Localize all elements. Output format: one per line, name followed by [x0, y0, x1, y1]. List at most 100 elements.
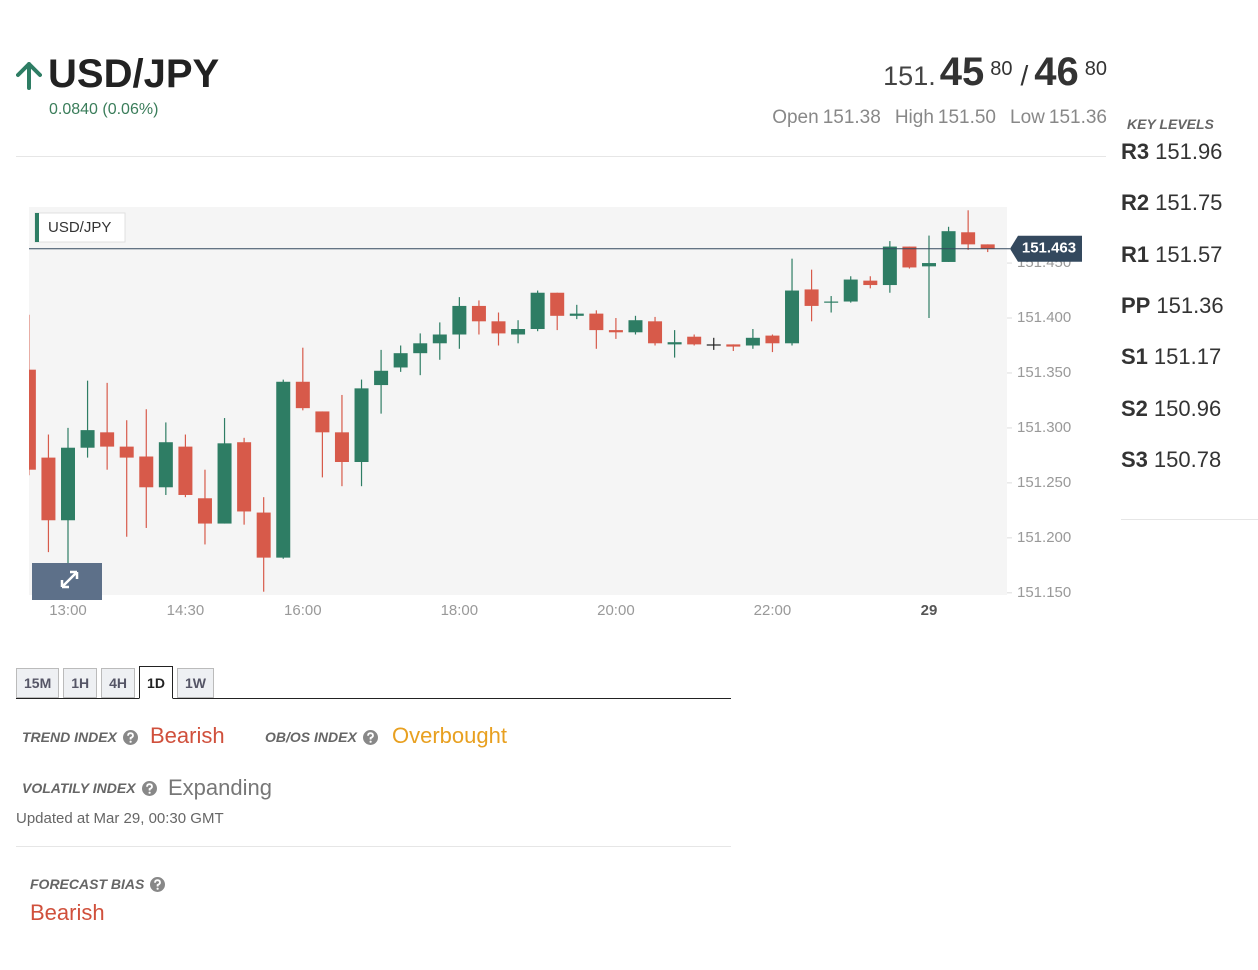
obos-label: OB/OS INDEX: [265, 729, 357, 745]
symbol: USD/JPY: [48, 52, 220, 96]
candle-body: [765, 335, 780, 344]
candle-body: [863, 280, 878, 286]
candle-body: [667, 342, 682, 345]
candle-body: [61, 447, 75, 521]
x-tick-label: 29: [921, 602, 938, 619]
y-tick-label: 151.350: [1017, 364, 1071, 381]
key-level-label: R2: [1121, 190, 1150, 216]
candle-body: [41, 457, 56, 521]
key-level-label: S3: [1121, 446, 1148, 472]
ohlc-item: Low 151.36: [1010, 107, 1107, 129]
ohlc-item: High 151.50: [895, 107, 996, 129]
key-level: PP 151.36: [1121, 293, 1224, 319]
candle-body: [217, 443, 232, 524]
key-level: R2 151.75: [1121, 190, 1222, 216]
x-tick-label: 14:30: [167, 602, 205, 619]
candle-body: [922, 263, 936, 267]
help-icon[interactable]: [362, 729, 378, 745]
chart-legend: USD/JPY: [34, 212, 126, 243]
help-icon[interactable]: [141, 780, 157, 796]
chart: 151.150 151.200 151.250 151.300 151.350 151.4…: [29, 207, 1082, 619]
candle-body: [158, 442, 173, 488]
ohlc-value: 151.38: [822, 107, 881, 128]
candle-body: [276, 381, 291, 558]
ohlc-label: Low: [1010, 107, 1045, 128]
candle-body: [804, 289, 819, 306]
key-level-label: S2: [1121, 395, 1148, 421]
key-level: S2 150.96: [1121, 396, 1221, 422]
x-tick-label: 22:00: [754, 602, 792, 619]
candle-body: [569, 313, 584, 316]
candle-body: [902, 246, 917, 268]
candle-body: [706, 344, 721, 346]
bid-fraction: 80: [990, 58, 1013, 80]
candle-body: [29, 369, 36, 470]
forecast-value: Bearish: [30, 900, 105, 925]
ohlc-value: 151.50: [937, 107, 997, 128]
x-tick-label: 16:00: [284, 602, 322, 619]
candle-body: [961, 232, 976, 245]
x-tick-label: 20:00: [597, 602, 635, 619]
key-level-value: 151.36: [1156, 292, 1224, 318]
key-level-value: 150.78: [1153, 446, 1222, 472]
ask-fraction: 80: [1084, 58, 1107, 80]
index-label: OB/OS INDEX: [265, 729, 378, 745]
ohlc-label: Open: [772, 107, 819, 128]
forecast-label-wrap: FORECAST BIAS: [30, 876, 166, 892]
updated: Updated at Mar 29, 00:30 GMT: [16, 810, 224, 827]
candle-body: [785, 290, 800, 344]
candle-body: [256, 512, 271, 558]
key-level-label: PP: [1121, 292, 1151, 318]
price-tag: [1010, 235, 1082, 262]
candle-body: [882, 246, 897, 286]
candle-body: [511, 329, 526, 335]
candle-body: [824, 301, 839, 303]
obos-value: Overbought: [392, 723, 507, 748]
y-tick-label: 151.400: [1017, 309, 1071, 326]
divider: [1121, 519, 1258, 520]
candle-body: [550, 292, 565, 316]
candle-body: [530, 292, 545, 330]
candle-body: [491, 321, 506, 334]
key-level-value: 150.96: [1153, 395, 1222, 421]
quote: 151. 45 80 / 46 80: [883, 50, 1107, 95]
key-level-value: 151.57: [1155, 241, 1223, 267]
candle-body: [315, 411, 330, 433]
candle-body: [374, 370, 389, 386]
bid-big: 151.: [883, 61, 936, 91]
index-label: TREND INDEX: [22, 729, 138, 745]
timeframe-tab[interactable]: 1H: [63, 668, 98, 698]
ohlc-label: High: [894, 107, 934, 128]
candle-body: [178, 446, 193, 495]
candle-body: [197, 498, 212, 524]
timeframe-tab[interactable]: 15M: [16, 668, 60, 698]
candle-body: [980, 244, 995, 249]
candle-body: [237, 442, 252, 512]
divider: [16, 156, 1106, 157]
help-icon[interactable]: [150, 876, 166, 892]
candle-body: [295, 381, 310, 409]
plot-area: [29, 207, 1007, 595]
key-level: R1 151.57: [1121, 242, 1222, 268]
timeframe-tab[interactable]: 1D: [139, 666, 173, 699]
timeframe-tab[interactable]: 1W: [176, 668, 214, 698]
key-levels-title: KEY LEVELS: [1127, 116, 1214, 132]
separator: /: [1020, 60, 1029, 91]
candle-body: [119, 446, 134, 458]
bid-pips: 45: [939, 50, 985, 94]
expand-button[interactable]: [32, 563, 102, 600]
x-tick-label: 18:00: [441, 602, 479, 619]
divider: [16, 846, 731, 847]
candle-body: [354, 388, 369, 463]
help-icon[interactable]: [122, 729, 138, 745]
candle-body: [139, 456, 154, 488]
candle-body: [80, 430, 95, 448]
candle-body: [452, 305, 467, 335]
candle-body: [393, 353, 408, 368]
timeframe-tab[interactable]: 4H: [101, 668, 136, 698]
ohlc: Open 151.38 High 151.50 Low 151.36: [772, 107, 1107, 129]
trend-label: TREND INDEX: [22, 729, 117, 745]
candle-body: [941, 231, 956, 262]
y-tick-label: 151.300: [1017, 419, 1071, 436]
